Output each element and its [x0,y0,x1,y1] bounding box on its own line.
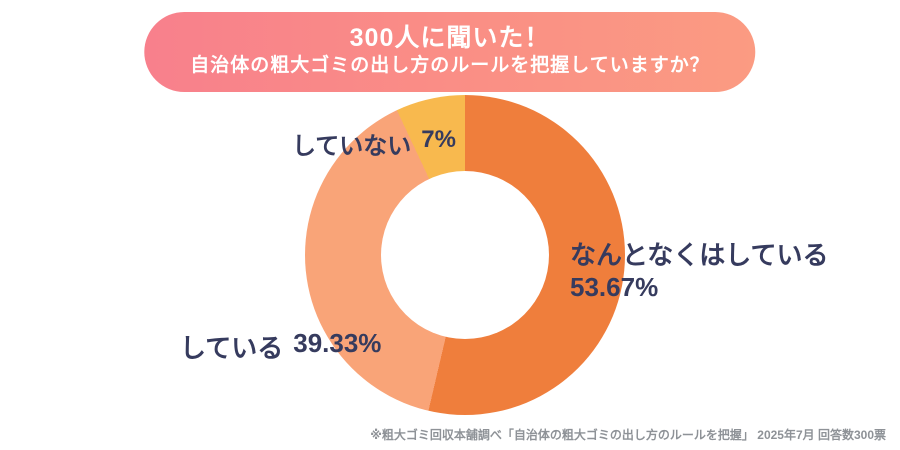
segment-not-aware-text: していない [292,133,412,160]
source-footnote: ※粗大ゴミ回収本舗調べ「自治体の粗大ゴミの出し方のルールを把握」 2025年7月… [370,428,886,442]
segment-not-aware-percent: 7% [421,126,456,153]
title-banner: 300人に聞いた！ 自治体の粗大ゴミの出し方のルールを把握していますか？ [144,12,756,92]
segment-roughly-aware-percent: 53.67% [570,271,659,302]
segment-aware-percent: 39.33% [293,328,382,358]
label-segment-roughly-aware: なんとなくはしている 53.67% [570,240,828,303]
donut-chart [305,95,625,415]
title-line2: 自治体の粗大ゴミの出し方のルールを把握していますか？ [190,55,710,77]
label-segment-aware: している 39.33% [180,328,381,365]
segment-aware-text: している [180,333,284,363]
donut-hole [381,171,549,339]
segment-roughly-aware-text: なんとなくはしている [570,240,829,270]
title-line1: 300人に聞いた！ [349,24,551,52]
label-segment-not-aware: していない 7% [292,126,456,161]
